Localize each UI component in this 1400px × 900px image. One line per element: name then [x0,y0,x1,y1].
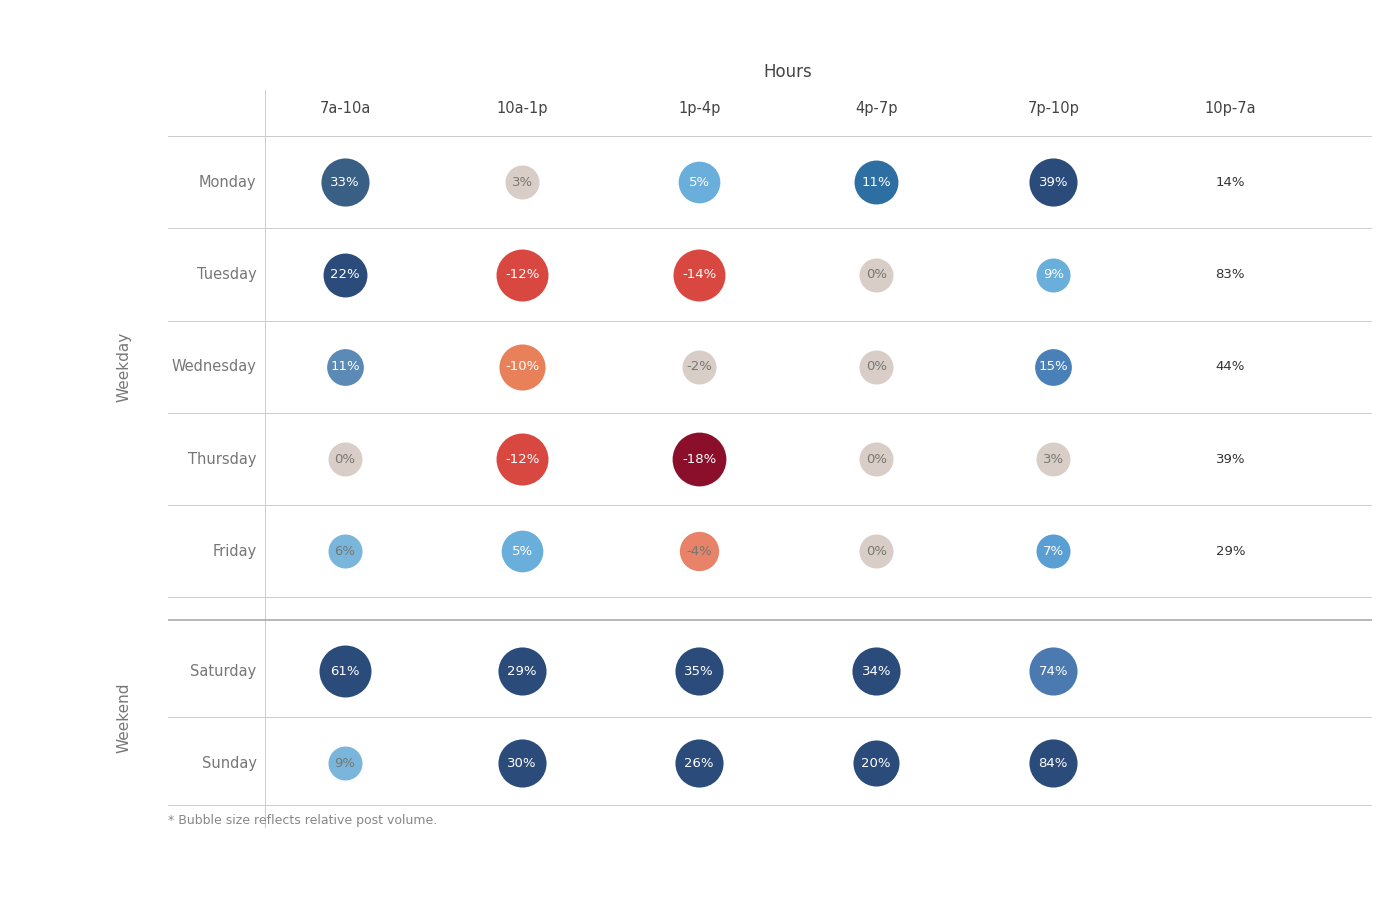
Text: 35%: 35% [685,665,714,678]
Text: Hours: Hours [763,63,812,81]
Text: -12%: -12% [505,453,539,465]
Point [687,452,710,466]
Point [333,452,356,466]
Text: 0%: 0% [865,453,886,465]
Text: 10p-7a: 10p-7a [1204,101,1256,116]
Point [687,267,710,282]
Text: -4%: -4% [686,544,713,558]
Text: 14%: 14% [1215,176,1245,189]
Text: Weekend: Weekend [116,682,132,752]
Point [333,359,356,374]
Point [687,176,710,190]
Text: 74%: 74% [1039,665,1068,678]
Text: 6%: 6% [335,544,356,558]
Point [511,176,533,190]
Text: 7a-10a: 7a-10a [319,101,371,116]
Text: 0%: 0% [865,544,886,558]
Point [865,756,888,770]
Text: 130%: 130% [1211,757,1249,770]
Text: 20%: 20% [861,757,890,770]
Point [1042,544,1064,558]
Point [333,176,356,190]
Text: 11%: 11% [861,176,890,189]
Point [687,756,710,770]
Text: 29%: 29% [1215,544,1245,558]
Text: -18%: -18% [682,453,717,465]
Text: 7p-10p: 7p-10p [1028,101,1079,116]
Point [511,544,533,558]
Text: Sunday: Sunday [202,756,256,771]
Text: 30%: 30% [507,757,536,770]
Point [511,756,533,770]
Text: 15%: 15% [1039,360,1068,373]
Text: -2%: -2% [686,360,713,373]
Text: 5%: 5% [689,176,710,189]
Point [865,267,888,282]
Point [865,544,888,558]
Text: Wednesday: Wednesday [172,359,256,374]
Point [865,176,888,190]
Text: -12%: -12% [505,268,539,281]
Text: 33%: 33% [330,176,360,189]
Text: 10a-1p: 10a-1p [497,101,547,116]
Point [511,664,533,679]
Text: 5%: 5% [511,544,532,558]
Text: 84%: 84% [1039,757,1068,770]
Text: Thursday: Thursday [188,452,256,466]
Text: Friday: Friday [213,544,256,559]
Text: -10%: -10% [505,360,539,373]
Text: 0%: 0% [865,268,886,281]
Text: 11%: 11% [330,360,360,373]
Point [1042,359,1064,374]
Point [1042,452,1064,466]
Text: 0%: 0% [865,360,886,373]
Point [865,664,888,679]
Text: 1p-4p: 1p-4p [678,101,721,116]
Point [687,544,710,558]
Point [865,452,888,466]
Text: 3%: 3% [1043,453,1064,465]
Text: 26%: 26% [685,757,714,770]
Text: 61%: 61% [330,665,360,678]
Text: 39%: 39% [1039,176,1068,189]
Text: 3%: 3% [511,176,532,189]
Text: Monday: Monday [199,175,256,190]
Text: 34%: 34% [861,665,890,678]
Point [333,756,356,770]
Text: 9%: 9% [335,757,356,770]
Text: 44%: 44% [1215,360,1245,373]
Point [1042,176,1064,190]
Text: 0%: 0% [335,453,356,465]
Text: 4p-7p: 4p-7p [855,101,897,116]
Point [1042,664,1064,679]
Text: 83%: 83% [1215,268,1245,281]
Point [333,544,356,558]
Text: Tuesday: Tuesday [197,267,256,282]
Text: * Bubble size reflects relative post volume.: * Bubble size reflects relative post vol… [168,814,437,827]
Text: 7%: 7% [1043,544,1064,558]
Text: 22%: 22% [330,268,360,281]
Point [1042,267,1064,282]
Text: 39%: 39% [1215,453,1245,465]
Point [687,664,710,679]
Point [511,452,533,466]
Point [1042,756,1064,770]
Point [511,267,533,282]
Text: Saturday: Saturday [190,663,256,679]
Text: 9%: 9% [1043,268,1064,281]
Point [333,267,356,282]
Text: 29%: 29% [507,665,536,678]
Text: -14%: -14% [682,268,717,281]
Text: 58%: 58% [1215,665,1245,678]
Text: Weekday: Weekday [116,331,132,402]
Point [687,359,710,374]
Point [333,664,356,679]
Point [511,359,533,374]
Point [865,359,888,374]
